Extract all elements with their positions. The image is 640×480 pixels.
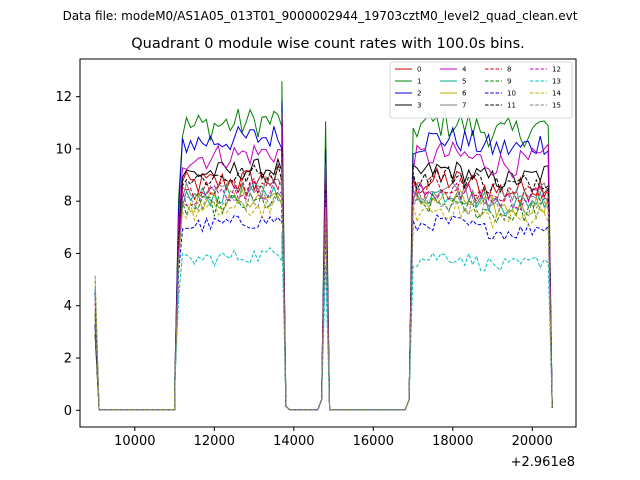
y-tick-label: 10 [55, 142, 72, 157]
legend-label-11: 11 [507, 102, 516, 110]
x-tick-label: 18000 [432, 434, 473, 449]
legend-label-4: 4 [462, 66, 467, 74]
x-tick-label: 20000 [512, 434, 553, 449]
chart-title: Quadrant 0 module wise count rates with … [131, 36, 525, 52]
legend-label-1: 1 [417, 78, 421, 86]
legend-label-15: 15 [552, 102, 561, 110]
legend-label-10: 10 [507, 90, 516, 98]
legend-label-14: 14 [552, 90, 561, 98]
y-tick-label: 8 [64, 195, 72, 210]
series-line-15 [94, 165, 553, 411]
legend-label-12: 12 [552, 66, 561, 74]
legend-box [389, 61, 573, 119]
legend-label-9: 9 [507, 78, 511, 86]
y-tick-label: 2 [64, 352, 72, 367]
series-line-14 [94, 186, 553, 411]
series-line-10 [94, 181, 553, 411]
y-tick-label: 12 [55, 90, 72, 105]
x-tick-label: 16000 [353, 434, 394, 449]
legend-label-7: 7 [462, 102, 466, 110]
x-offset-label: +2.961e8 [511, 455, 575, 470]
legend-label-8: 8 [507, 66, 511, 74]
axes-frame [79, 58, 577, 428]
legend-label-3: 3 [417, 102, 421, 110]
series-line-13 [94, 232, 553, 411]
legend-label-2: 2 [417, 90, 421, 98]
x-tick-label: 12000 [194, 434, 235, 449]
legend-label-6: 6 [462, 90, 467, 98]
legend-label-5: 5 [462, 78, 466, 86]
legend-label-0: 0 [417, 66, 421, 74]
y-tick-label: 6 [64, 247, 72, 262]
y-tick-label: 0 [64, 404, 72, 419]
x-tick-label: 10000 [114, 434, 155, 449]
series-line-4 [94, 112, 553, 411]
figure-suptitle: Data file: modeM0/AS1A05_013T01_90000029… [63, 9, 578, 23]
x-tick-label: 14000 [273, 434, 314, 449]
y-tick-label: 4 [64, 299, 72, 314]
legend-label-13: 13 [552, 78, 561, 86]
plot-area [94, 81, 553, 411]
